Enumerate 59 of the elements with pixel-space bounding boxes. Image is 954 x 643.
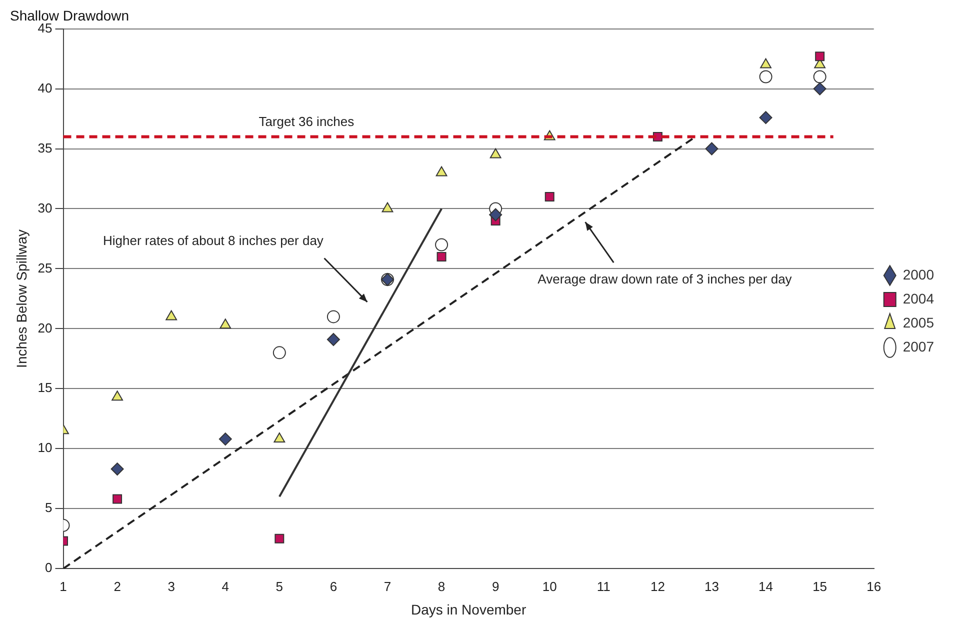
point	[435, 238, 448, 252]
point	[544, 192, 554, 202]
x-tick-label: 16	[866, 578, 882, 594]
point	[326, 310, 340, 324]
y-tick-label: 5	[45, 500, 52, 516]
legend-label: 2000	[902, 266, 934, 282]
x-tick-label: 8	[438, 578, 446, 594]
point	[110, 462, 124, 476]
point	[112, 390, 123, 401]
y-tick-label: 40	[38, 80, 52, 96]
legend-label: 2005	[902, 314, 934, 330]
x-tick-label: 7	[384, 578, 392, 594]
x-tick-label: 13	[704, 578, 719, 594]
legend-label: 2007	[902, 338, 934, 354]
point	[489, 208, 502, 222]
point	[813, 82, 826, 96]
x-axis-title: Days in November	[410, 601, 526, 618]
x-tick-label: 3	[168, 578, 175, 594]
y-axis-title: Inches Below Spillway	[13, 229, 30, 368]
y-tick-label: 20	[38, 320, 52, 336]
point	[220, 318, 232, 329]
y-tick-label: 25	[38, 260, 52, 276]
annotation: Average draw down rate of 3 inches per day	[538, 271, 792, 286]
point	[813, 70, 826, 84]
point	[112, 494, 122, 504]
point	[705, 142, 718, 156]
point	[326, 332, 340, 346]
x-tick-label: 15	[812, 578, 828, 594]
x-tick-label: 14	[758, 578, 774, 594]
point	[166, 310, 178, 320]
y-tick-label: 15	[38, 380, 52, 396]
y-tick-label: 30	[38, 200, 52, 216]
x-tick-label: 9	[492, 578, 500, 594]
point	[274, 432, 286, 443]
point	[436, 252, 446, 262]
point	[815, 52, 825, 62]
y-tick-label: 0	[45, 560, 52, 576]
point	[759, 111, 772, 124]
point	[759, 70, 772, 84]
point	[218, 432, 232, 446]
x-tick-label: 4	[222, 578, 229, 594]
legend-label: 2004	[902, 290, 934, 306]
y-tick-label: 35	[38, 140, 52, 156]
ref-line-label: Target 36 inches	[258, 114, 355, 129]
x-tick-label: 6	[330, 578, 338, 594]
point	[490, 148, 502, 158]
point	[436, 166, 448, 176]
annotation: Higher rates of about 8 inches per day	[103, 233, 324, 248]
x-tick-label: 10	[542, 578, 557, 594]
point	[760, 58, 772, 68]
x-tick-label: 2	[114, 578, 121, 594]
point	[272, 346, 286, 360]
x-tick-label: 1	[60, 578, 67, 594]
point	[274, 534, 284, 544]
x-tick-label: 11	[596, 578, 610, 594]
y-tick-label: 10	[38, 440, 52, 456]
x-tick-label: 12	[650, 578, 665, 594]
x-tick-label: 5	[276, 578, 284, 594]
point	[382, 202, 394, 212]
